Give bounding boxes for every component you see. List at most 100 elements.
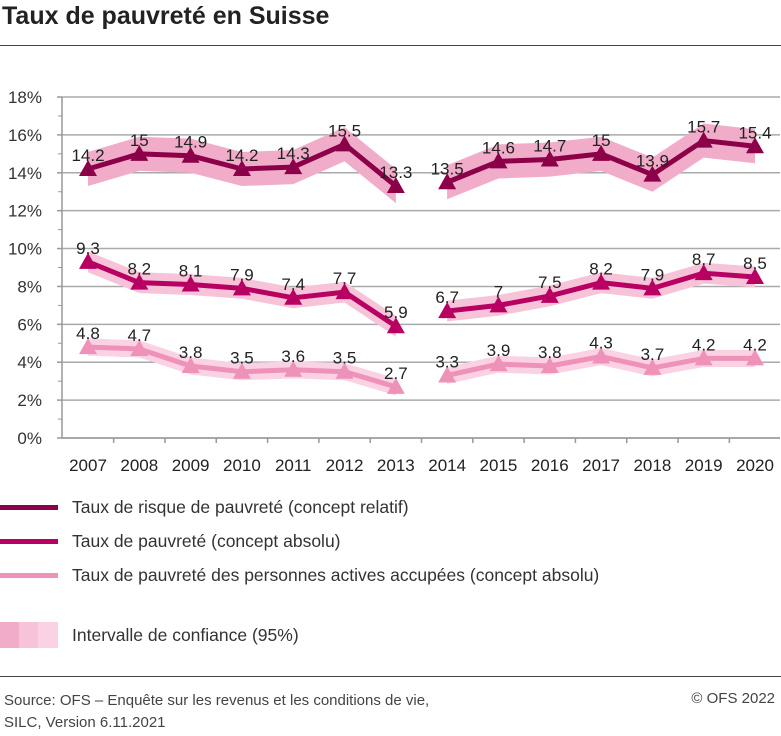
data-point-marker <box>592 144 611 161</box>
data-point-marker <box>746 137 764 154</box>
data-point-marker <box>335 135 354 152</box>
data-point-marker <box>438 302 457 319</box>
data-point-marker <box>438 173 457 190</box>
y-tick-label: 12% <box>8 202 42 221</box>
x-tick-label: 2007 <box>69 456 107 475</box>
data-point-marker <box>79 159 97 176</box>
data-point-marker <box>694 264 713 281</box>
y-tick-label: 14% <box>8 164 42 183</box>
data-label: 4.3 <box>589 334 613 353</box>
data-point-marker <box>284 158 303 175</box>
data-label: 4.7 <box>127 326 151 345</box>
data-point-marker <box>540 150 559 167</box>
x-tick-label: 2008 <box>120 456 158 475</box>
data-label: 3.3 <box>435 352 459 371</box>
source-line: Source: OFS – Enquête sur les revenus et… <box>4 692 430 709</box>
data-label: 7.7 <box>333 269 357 288</box>
data-point-marker <box>335 283 354 300</box>
data-label: 14.2 <box>225 146 258 165</box>
data-label: 5.9 <box>384 303 408 322</box>
y-tick-label: 10% <box>8 240 42 259</box>
y-tick-label: 4% <box>17 353 42 372</box>
data-label: 7.4 <box>281 275 305 294</box>
data-label: 7.9 <box>641 265 665 284</box>
data-label: 8.7 <box>692 250 716 269</box>
data-point-marker <box>284 360 303 377</box>
data-point-marker <box>489 355 508 372</box>
data-point-marker <box>335 362 354 379</box>
legend-label: Taux de pauvreté (concept absolu) <box>72 531 341 551</box>
confidence-band <box>447 262 755 322</box>
x-tick-label: 2010 <box>223 456 261 475</box>
x-tick-label: 2017 <box>582 456 620 475</box>
legend-item-working: Taux de pauvreté des personnes actives a… <box>0 565 599 586</box>
data-label: 3.5 <box>230 349 254 368</box>
legend-swatch <box>0 539 58 544</box>
data-point-marker <box>232 362 251 379</box>
data-label: 15.4 <box>738 123 771 142</box>
data-label: 14.9 <box>174 133 207 152</box>
data-label: 15.5 <box>328 121 361 140</box>
x-tick-label: 2012 <box>326 456 364 475</box>
data-point-marker <box>79 252 97 269</box>
confidence-band <box>447 348 755 385</box>
data-label: 15.7 <box>687 118 720 137</box>
y-tick-label: 16% <box>8 126 42 145</box>
data-point-marker <box>540 357 559 374</box>
data-point-marker <box>694 131 713 148</box>
y-tick-label: 6% <box>17 315 42 334</box>
data-label: 9.3 <box>76 239 100 258</box>
data-label: 7.5 <box>538 273 562 292</box>
x-tick-label: 2019 <box>685 456 723 475</box>
data-label: 8.5 <box>743 254 767 273</box>
data-point-marker <box>232 159 251 176</box>
data-point-marker <box>592 347 611 364</box>
data-label: 3.8 <box>538 343 562 362</box>
legend-swatch <box>0 505 58 510</box>
title-divider <box>0 45 781 46</box>
data-point-marker <box>181 146 200 163</box>
source-line: SILC, Version 6.11.2021 <box>4 714 166 731</box>
data-label: 3.5 <box>333 349 357 368</box>
legend-label: Intervalle de confiance (95%) <box>72 624 299 645</box>
data-point-marker <box>79 338 97 355</box>
data-label: 8.2 <box>127 260 151 279</box>
data-point-marker <box>489 152 508 169</box>
data-label: 4.2 <box>692 335 716 354</box>
data-point-marker <box>284 288 303 305</box>
data-label: 14.2 <box>71 146 104 165</box>
legend-item-ci: Intervalle de confiance (95%) <box>0 622 299 648</box>
data-point-marker <box>746 267 764 284</box>
data-label: 3.9 <box>487 341 511 360</box>
data-point-marker <box>386 377 405 394</box>
x-tick-label: 2015 <box>480 456 518 475</box>
footer-divider <box>0 676 781 677</box>
data-label: 4.2 <box>743 335 767 354</box>
data-point-marker <box>130 273 149 290</box>
data-label: 15 <box>592 131 611 150</box>
data-label: 3.7 <box>641 345 665 364</box>
data-point-marker <box>386 177 405 194</box>
data-label: 13.9 <box>636 152 669 171</box>
data-point-marker <box>181 357 200 374</box>
data-point-marker <box>592 273 611 290</box>
legend-item-absolute: Taux de pauvreté (concept absolu) <box>0 531 341 552</box>
source-note: Source: OFS – Enquête sur les revenus et… <box>4 690 429 734</box>
data-point-marker <box>489 296 508 313</box>
x-tick-label: 2014 <box>428 456 466 475</box>
x-tick-label: 2013 <box>377 456 415 475</box>
data-point-marker <box>694 349 713 366</box>
x-tick-label: 2011 <box>275 456 312 475</box>
y-tick-label: 2% <box>17 391 42 410</box>
y-tick-label: 8% <box>17 277 42 296</box>
data-label: 13.3 <box>379 163 412 182</box>
copyright: © OFS 2022 <box>691 690 775 707</box>
data-label: 7.9 <box>230 265 254 284</box>
data-label: 14.6 <box>482 138 515 157</box>
data-point-marker <box>438 366 457 383</box>
data-point-marker <box>540 286 559 303</box>
data-point-marker <box>130 339 149 356</box>
x-tick-label: 2009 <box>172 456 210 475</box>
data-label: 13.5 <box>431 159 464 178</box>
data-point-marker <box>386 317 405 334</box>
